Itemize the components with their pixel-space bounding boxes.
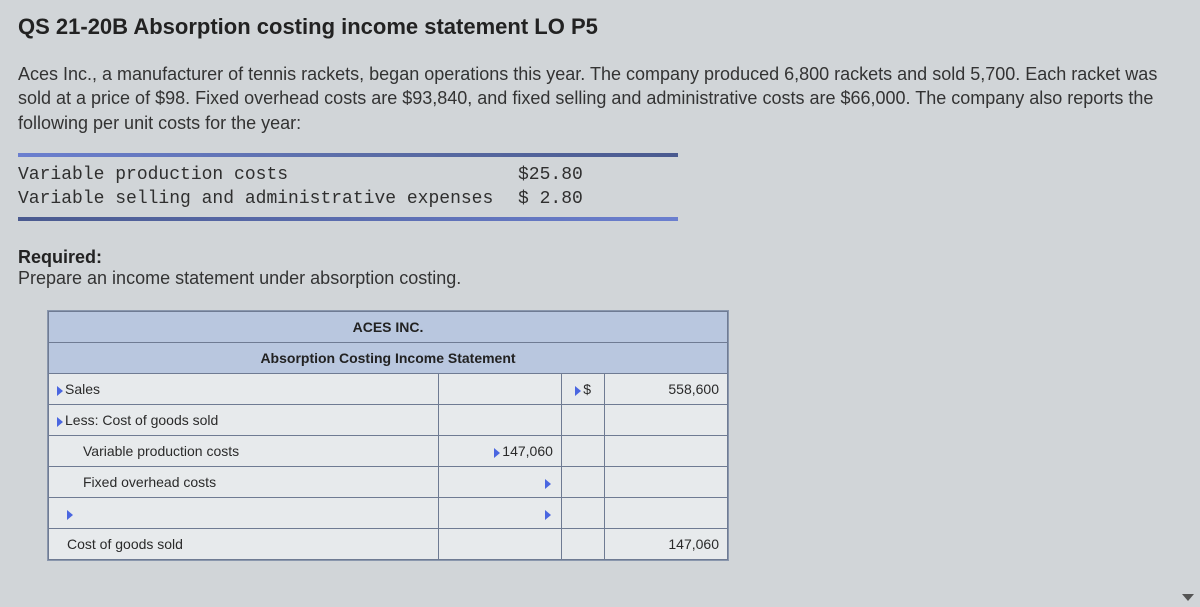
company-header: ACES INC. <box>49 312 728 343</box>
table-row: Less: Cost of goods sold <box>49 405 728 436</box>
cogs-amount-cell[interactable]: 147,060 <box>605 529 728 560</box>
currency-symbol: $ <box>561 374 605 405</box>
table-row <box>49 498 728 529</box>
table-row: Variable production costs 147,060 <box>49 436 728 467</box>
empty-cell[interactable] <box>439 374 562 405</box>
table-row: Fixed overhead costs <box>49 467 728 498</box>
empty-cell <box>561 405 605 436</box>
empty-cell[interactable] <box>605 467 728 498</box>
cost-row-value: $ 2.80 <box>518 187 618 211</box>
dropdown-marker-icon <box>67 510 73 520</box>
table-row: Sales $ 558,600 <box>49 374 728 405</box>
problem-text: Aces Inc., a manufacturer of tennis rack… <box>18 62 1178 135</box>
dropdown-marker-icon <box>545 510 551 520</box>
per-unit-cost-block: Variable production costs $25.80 Variabl… <box>18 153 678 222</box>
statement-title: Absorption Costing Income Statement <box>49 343 728 374</box>
income-statement-table: ACES INC. Absorption Costing Income Stat… <box>48 311 728 560</box>
empty-cell <box>561 529 605 560</box>
cost-row-label: Variable selling and administrative expe… <box>18 187 518 211</box>
less-cogs-label-cell[interactable]: Less: Cost of goods sold <box>49 405 439 436</box>
dropdown-marker-icon <box>57 417 63 427</box>
empty-cell[interactable] <box>605 405 728 436</box>
chevron-down-icon[interactable] <box>1182 594 1194 601</box>
divider <box>18 217 678 221</box>
cogs-label-cell[interactable]: Cost of goods sold <box>49 529 439 560</box>
sales-amount-cell[interactable]: 558,600 <box>605 374 728 405</box>
empty-cell[interactable] <box>605 498 728 529</box>
blank-amount-cell[interactable] <box>439 498 562 529</box>
dropdown-marker-icon <box>575 386 581 396</box>
dropdown-marker-icon <box>545 479 551 489</box>
blank-label-cell[interactable] <box>49 498 439 529</box>
empty-cell[interactable] <box>439 529 562 560</box>
fixed-oh-amount-cell[interactable] <box>439 467 562 498</box>
table-row: Cost of goods sold 147,060 <box>49 529 728 560</box>
empty-cell <box>561 498 605 529</box>
cost-row-label: Variable production costs <box>18 163 518 187</box>
cost-row-value: $25.80 <box>518 163 618 187</box>
required-text: Prepare an income statement under absorp… <box>18 268 1182 289</box>
sales-label-cell[interactable]: Sales <box>49 374 439 405</box>
dropdown-marker-icon <box>57 386 63 396</box>
divider <box>18 153 678 157</box>
required-label: Required: <box>18 247 102 267</box>
var-prod-amount-cell[interactable]: 147,060 <box>439 436 562 467</box>
page-title: QS 21-20B Absorption costing income stat… <box>18 14 1182 40</box>
empty-cell <box>561 467 605 498</box>
dropdown-marker-icon <box>494 448 500 458</box>
fixed-oh-label-cell[interactable]: Fixed overhead costs <box>49 467 439 498</box>
empty-cell[interactable] <box>605 436 728 467</box>
var-prod-label-cell[interactable]: Variable production costs <box>49 436 439 467</box>
empty-cell[interactable] <box>439 405 562 436</box>
empty-cell <box>561 436 605 467</box>
